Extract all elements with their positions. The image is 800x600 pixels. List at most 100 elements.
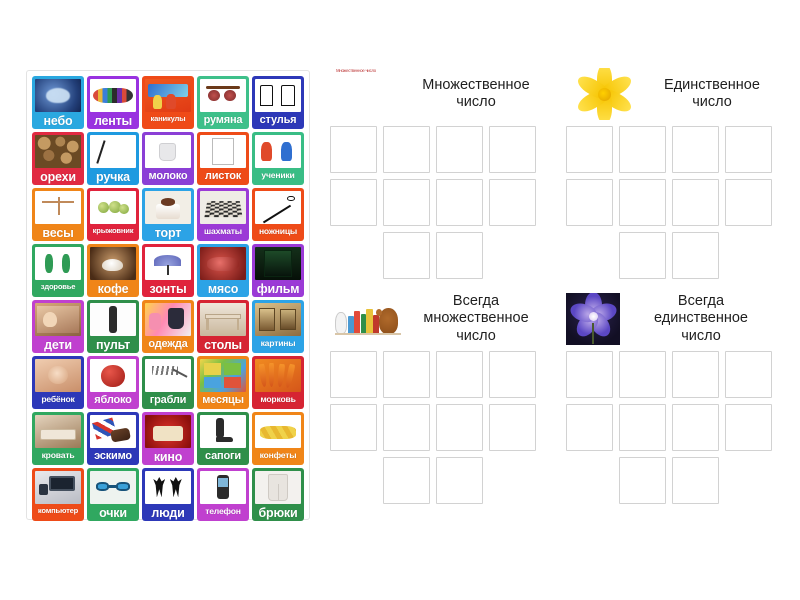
dropzone-cell[interactable] — [489, 404, 536, 451]
word-tile[interactable]: ребёнок — [32, 356, 84, 409]
word-tile-label: ленты — [93, 115, 133, 128]
word-tile[interactable]: одежда — [142, 300, 194, 353]
dropzone-cell[interactable] — [330, 404, 377, 451]
dropzone-cell[interactable] — [566, 179, 613, 226]
word-tile-label: румяна — [203, 115, 243, 126]
people-icon — [145, 471, 191, 504]
dropzone-cell[interactable] — [436, 126, 483, 173]
dropzone-cell[interactable] — [330, 126, 377, 173]
dropzone-cell[interactable] — [383, 404, 430, 451]
dropzone-cell[interactable] — [383, 457, 430, 504]
word-tile[interactable]: небо — [32, 76, 84, 129]
milk-jug-icon — [145, 135, 191, 168]
dropzone-cell[interactable] — [619, 351, 666, 398]
word-tile[interactable]: кровать — [32, 412, 84, 465]
dropzone-cell[interactable] — [566, 404, 613, 451]
word-tile[interactable]: очки — [87, 468, 139, 521]
dropzone-cell[interactable] — [383, 179, 430, 226]
word-tile[interactable]: пульт — [87, 300, 139, 353]
word-tile-label: орехи — [40, 171, 76, 184]
group-plural-header: Множественное число Множественное число — [330, 68, 542, 120]
word-tile[interactable]: шахматы — [197, 188, 249, 241]
dropzone-cell[interactable] — [383, 232, 430, 279]
gooseberry-icon — [90, 191, 136, 224]
dropzone-cell[interactable] — [489, 126, 536, 173]
word-tile[interactable]: молоко — [142, 132, 194, 185]
group-plural-dropzones[interactable] — [330, 126, 542, 285]
draggable-tiles-panel[interactable]: небо ленты каникулы румяна стулья орехи ручка м… — [26, 70, 310, 521]
dropzone-cell[interactable] — [672, 179, 719, 226]
dropzone-cell[interactable] — [489, 351, 536, 398]
dropzone-cell[interactable] — [619, 179, 666, 226]
dropzone-cell[interactable] — [725, 126, 772, 173]
word-tile[interactable]: ножницы — [252, 188, 304, 241]
word-tile[interactable]: ленты — [87, 76, 139, 129]
dropzone-cell[interactable] — [725, 179, 772, 226]
word-tile[interactable]: листок — [197, 132, 249, 185]
word-tile[interactable]: столы — [197, 300, 249, 353]
dropzone-cell[interactable] — [330, 351, 377, 398]
word-tile[interactable]: морковь — [252, 356, 304, 409]
dropzone-cell[interactable] — [489, 179, 536, 226]
dropzone-cell[interactable] — [725, 351, 772, 398]
dropzone-cell[interactable] — [672, 404, 719, 451]
word-tile[interactable]: крыжовник — [87, 188, 139, 241]
dropzone-cell[interactable] — [672, 457, 719, 504]
dropzone-cell[interactable] — [383, 351, 430, 398]
group-always-plural-dropzones[interactable] — [330, 351, 542, 510]
word-tile[interactable]: сапоги — [197, 412, 249, 465]
group-singular-title: Единственное число — [664, 76, 760, 110]
dropzone-cell[interactable] — [436, 351, 483, 398]
word-tile[interactable]: мясо — [197, 244, 249, 297]
word-tile[interactable]: грабли — [142, 356, 194, 409]
word-tile[interactable]: дети — [32, 300, 84, 353]
dropzone-cell[interactable] — [436, 179, 483, 226]
dropzone-row — [330, 404, 542, 457]
dropzone-cell[interactable] — [619, 457, 666, 504]
word-tile[interactable]: ученики — [252, 132, 304, 185]
dropzone-cell[interactable] — [436, 232, 483, 279]
word-tile-label: торт — [154, 227, 182, 240]
word-tile[interactable]: каникулы — [142, 76, 194, 129]
word-tile[interactable]: весы — [32, 188, 84, 241]
word-tile[interactable]: кино — [142, 412, 194, 465]
word-tile[interactable]: конфеты — [252, 412, 304, 465]
word-tile[interactable]: месяцы — [197, 356, 249, 409]
word-tile[interactable]: румяна — [197, 76, 249, 129]
word-tile[interactable]: люди — [142, 468, 194, 521]
word-tile-label: зонты — [149, 283, 187, 296]
group-always-singular-dropzones[interactable] — [566, 351, 778, 510]
word-tile-label: ученики — [261, 171, 295, 180]
dropzone-cell[interactable] — [725, 404, 772, 451]
word-tile[interactable]: фильм — [252, 244, 304, 297]
dropzone-cell[interactable] — [566, 126, 613, 173]
word-tile[interactable]: здоровье — [32, 244, 84, 297]
word-tile[interactable]: компьютер — [32, 468, 84, 521]
word-tile[interactable]: ручка — [87, 132, 139, 185]
word-tile[interactable]: картины — [252, 300, 304, 353]
word-tile[interactable]: телефон — [197, 468, 249, 521]
word-tile-label: ножницы — [258, 227, 298, 236]
word-tile-label: брюки — [258, 507, 298, 520]
dropzone-cell[interactable] — [436, 404, 483, 451]
dropzone-cell[interactable] — [672, 351, 719, 398]
dropzone-cell[interactable] — [566, 351, 613, 398]
dropzone-cell[interactable] — [436, 457, 483, 504]
dropzone-cell[interactable] — [672, 126, 719, 173]
dropzone-cell[interactable] — [383, 126, 430, 173]
word-tile[interactable]: торт — [142, 188, 194, 241]
word-tile[interactable]: брюки — [252, 468, 304, 521]
word-tile[interactable]: орехи — [32, 132, 84, 185]
dropzone-cell[interactable] — [619, 126, 666, 173]
dropzone-cell[interactable] — [619, 232, 666, 279]
dropzone-cell[interactable] — [619, 404, 666, 451]
word-tile[interactable]: эскимо — [87, 412, 139, 465]
word-tile[interactable]: зонты — [142, 244, 194, 297]
word-tile[interactable]: стулья — [252, 76, 304, 129]
group-singular-dropzones[interactable] — [566, 126, 778, 285]
dropzone-cell[interactable] — [672, 232, 719, 279]
group-always-plural-title: Всегда множественное число — [423, 293, 529, 344]
word-tile[interactable]: кофе — [87, 244, 139, 297]
word-tile[interactable]: яблоко — [87, 356, 139, 409]
dropzone-cell[interactable] — [330, 179, 377, 226]
